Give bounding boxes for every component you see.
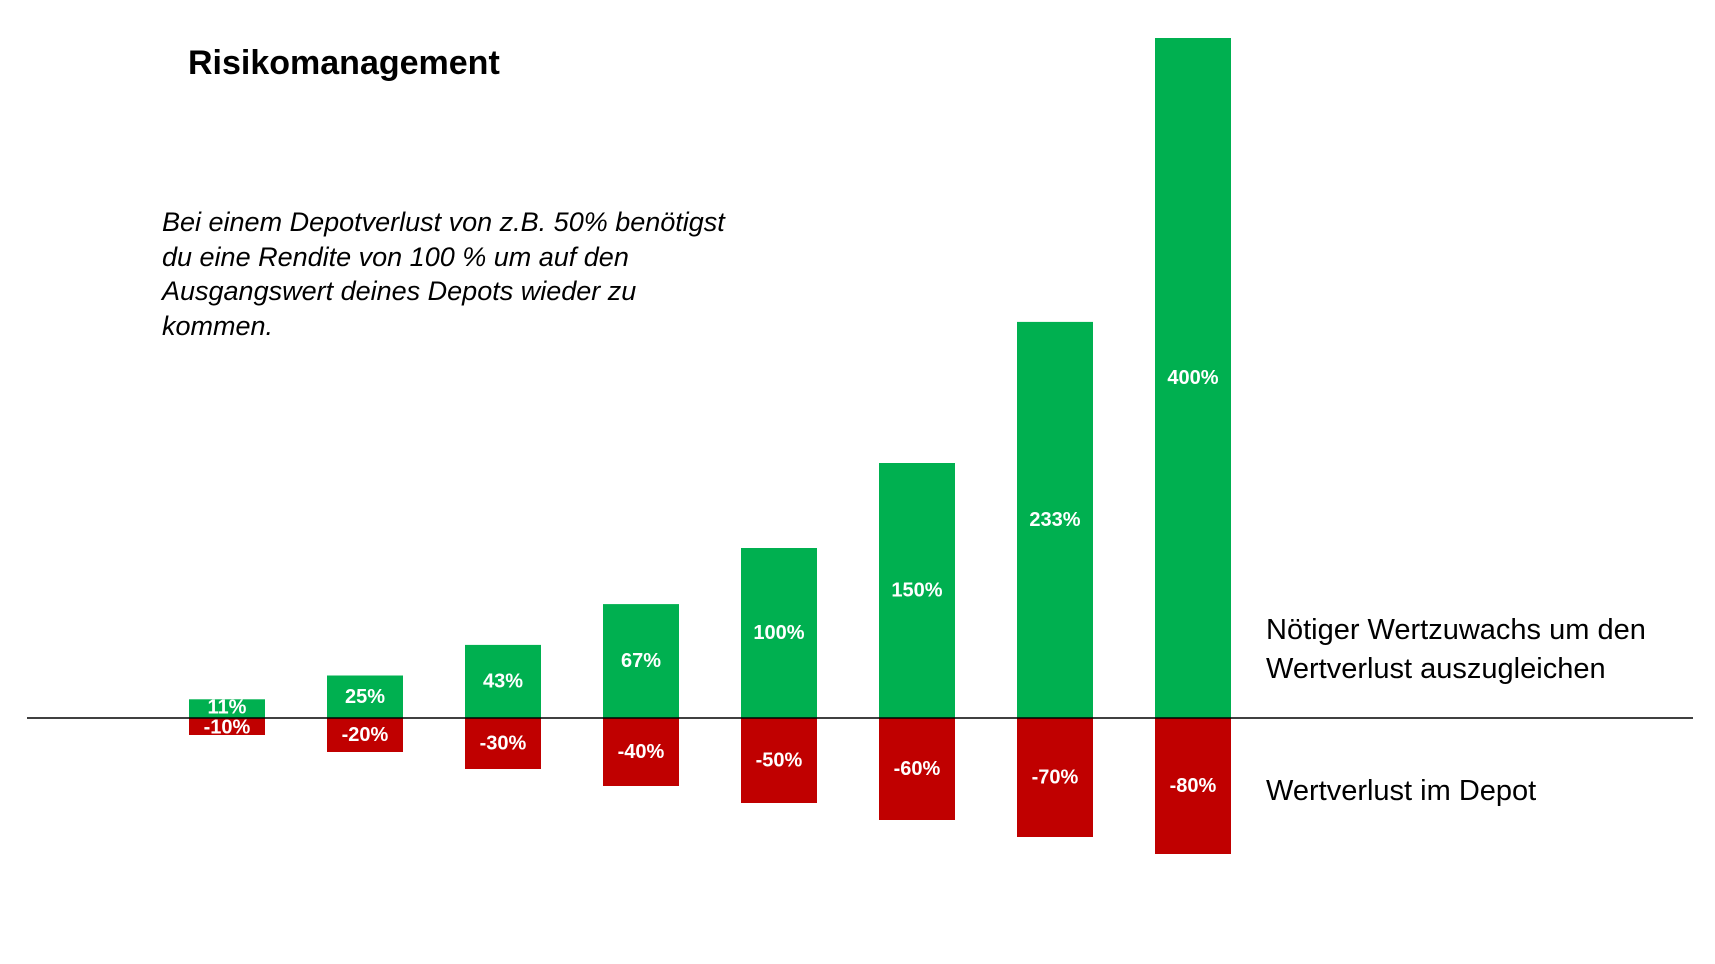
loss-bar [327, 718, 403, 752]
gain-value-label: 67% [621, 650, 661, 672]
gain-bar [327, 675, 403, 718]
loss-bar [603, 718, 679, 786]
loss-value-label: -50% [756, 750, 803, 772]
explanation-line: Ausgangswert deines Depots wieder zu [162, 276, 637, 306]
explanation-line: Bei einem Depotverlust von z.B. 50% benö… [162, 207, 725, 237]
explanation-text: Bei einem Depotverlust von z.B. 50% benö… [162, 205, 802, 343]
gain-bar [879, 463, 955, 718]
loss-value-label: -10% [204, 717, 251, 739]
loss-bars [189, 718, 1231, 854]
legend-gain-label: Nötiger Wertzuwachs um den Wertverlust a… [1266, 611, 1646, 689]
legend-loss-line: Wertverlust im Depot [1266, 775, 1537, 807]
loss-value-label: -80% [1170, 775, 1217, 797]
loss-value-label: -70% [1032, 767, 1079, 789]
explanation-line: du eine Rendite von 100 % um auf den [162, 241, 629, 272]
gain-bar [603, 604, 679, 718]
legend-gain-line: Wertverlust auszugleichen [1266, 653, 1606, 685]
loss-bar [1017, 718, 1093, 837]
loss-value-label: -20% [342, 724, 389, 746]
loss-bar [879, 718, 955, 820]
gain-bar [1017, 321, 1093, 718]
loss-value-label: -60% [894, 758, 941, 780]
gain-value-label: 100% [753, 622, 804, 644]
gain-bar [189, 699, 265, 718]
loss-bar [189, 718, 265, 735]
gain-bars [189, 38, 1231, 718]
loss-bar [465, 718, 541, 769]
page-title: Risikomanagement [188, 44, 500, 82]
gain-value-label: 43% [483, 670, 523, 692]
legend-gain-line: Nötiger Wertzuwachs um den [1266, 614, 1646, 646]
gain-value-label: 400% [1167, 367, 1218, 389]
gain-bar [465, 644, 541, 718]
loss-value-label: -40% [618, 741, 665, 763]
gain-bar [1155, 38, 1231, 718]
gain-value-label: 11% [208, 697, 247, 719]
loss-bar [741, 718, 817, 803]
gain-value-label: 233% [1029, 509, 1080, 531]
loss-bar [1155, 718, 1231, 854]
gain-value-label: 150% [891, 580, 942, 602]
explanation-line: kommen. [162, 310, 274, 341]
gain-value-label: 25% [345, 686, 385, 708]
gain-bar [741, 548, 817, 718]
loss-value-label: -30% [480, 733, 527, 755]
bar-value-labels: 11%-10% 25% -20% 43% -30% 67% -40% 100% -50% 150%… [204, 367, 1219, 797]
legend-loss-label: Wertverlust im Depot [1266, 772, 1536, 811]
